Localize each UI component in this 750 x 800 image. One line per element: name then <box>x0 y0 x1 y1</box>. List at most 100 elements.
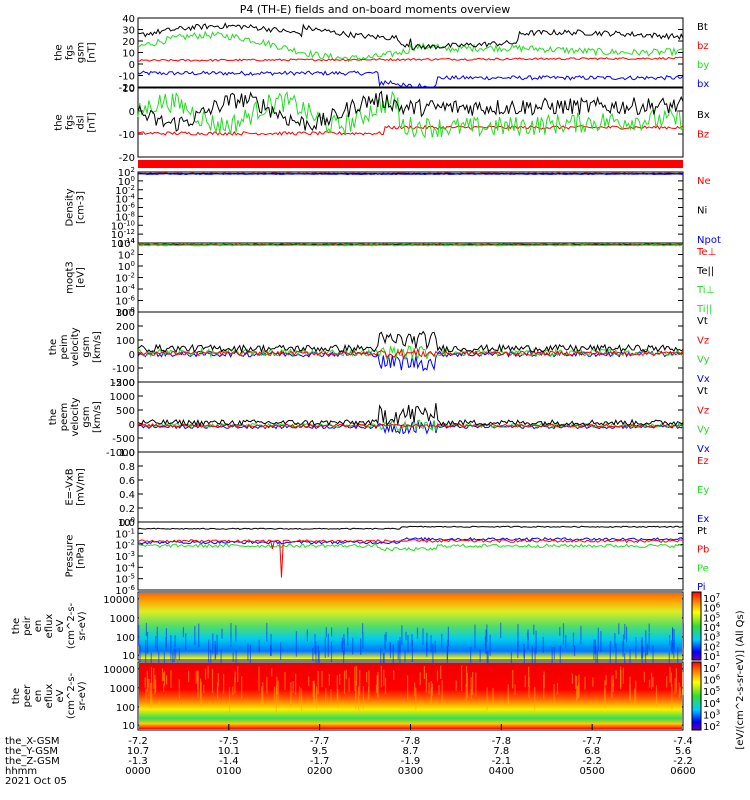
spectro-stripe <box>594 639 596 655</box>
spectro-stripe <box>280 642 282 661</box>
spectro-stripe <box>175 648 177 659</box>
y-axis-label-line: E=-VxB <box>65 468 76 505</box>
ion-energy-flux-spectrogram <box>139 593 682 659</box>
panel-frame <box>137 242 684 313</box>
spectro-stripe <box>426 632 428 652</box>
y-axis-label-line: the <box>11 688 22 704</box>
spectro-stripe <box>423 666 425 679</box>
spectro-stripe <box>670 640 672 651</box>
spectro-stripe <box>166 675 168 685</box>
spectro-stripe <box>431 683 433 696</box>
spectro-stripe <box>596 650 599 667</box>
legend-vx: Vx <box>697 444 710 455</box>
ephemeris-value: -2.2 <box>673 756 693 767</box>
spectro-stripe <box>235 625 237 642</box>
spectro-stripe <box>384 677 387 695</box>
y-tick-label: -100 <box>112 364 135 375</box>
spectro-stripe <box>155 636 157 649</box>
y-axis-label-line: the <box>11 618 22 634</box>
spectro-stripe <box>150 683 152 709</box>
series-vy <box>137 418 684 432</box>
spectro-stripe <box>156 626 158 652</box>
y-axis-label-line: fgs <box>65 115 76 130</box>
spectro-stripe <box>404 650 406 663</box>
y-tick-label: -200 <box>112 378 135 389</box>
spectro-stripe <box>622 634 624 646</box>
ephemeris-value: 10.1 <box>218 746 240 757</box>
spectro-stripe <box>354 666 356 691</box>
spectro-stripe <box>368 670 370 692</box>
spectro-stripe <box>485 629 487 654</box>
spectro-stripe <box>197 670 199 682</box>
spectro-stripe <box>352 637 354 655</box>
spectro-stripe <box>165 637 167 651</box>
y-tick-label: 10-6 <box>115 202 135 215</box>
colorbar-tick-label: 106 <box>703 602 721 615</box>
spectro-stripe <box>479 649 481 662</box>
spectro-stripe <box>234 676 236 694</box>
colorbar-tick-label: 104 <box>703 697 721 710</box>
y-axis-label-line: peer <box>22 684 33 708</box>
ephemeris-value: 10.7 <box>127 746 149 757</box>
spectro-stripe <box>327 633 329 658</box>
y-tick-label: 20 <box>122 37 135 48</box>
y-axis-label-line: [km/s] <box>92 401 103 433</box>
spectro-stripe <box>635 637 637 659</box>
series-pt <box>137 525 684 530</box>
spectro-stripe <box>432 643 434 666</box>
y-tick-label: 100 <box>118 516 135 529</box>
y-tick-label: 30 <box>122 26 135 37</box>
spectro-stripe <box>419 672 421 686</box>
spectro-stripe <box>428 682 430 694</box>
colorbar-tick-label: 107 <box>703 592 720 605</box>
spectro-stripe <box>580 625 582 645</box>
legend-bt: Bt <box>697 22 708 33</box>
spectro-stripe <box>380 647 382 664</box>
spectro-stripe <box>527 632 529 650</box>
spectro-stripe <box>595 647 597 665</box>
legend-ey: Ey <box>697 485 709 496</box>
y-tick-label: 0 <box>129 107 135 118</box>
spectro-stripe <box>461 665 463 691</box>
y-axis-label-line: eflux <box>44 684 55 709</box>
legend-vt: Vt <box>697 316 708 327</box>
ephemeris-row-label: the_Y-GSM <box>5 746 58 757</box>
spectro-stripe <box>139 645 141 662</box>
y-axis-label: moqt3 [eV] <box>65 261 87 294</box>
spectro-stripe <box>562 623 565 645</box>
y-tick-label: 0.8 <box>119 462 135 473</box>
spectro-stripe <box>524 675 526 688</box>
spectro-stripe <box>629 676 631 701</box>
spectro-stripe <box>397 640 399 661</box>
panel-frame <box>137 87 684 158</box>
spectro-stripe <box>472 672 474 696</box>
spectro-stripe <box>360 638 362 655</box>
spectro-stripe <box>666 676 668 688</box>
y-axis-label: the fgs gsm [nT] <box>54 42 98 63</box>
y-tick-label: 10-2 <box>115 539 135 552</box>
spectro-stripe <box>163 683 165 692</box>
spectro-stripe <box>615 643 617 665</box>
y-tick-label: -1000 <box>106 448 135 459</box>
y-axis-label-line: peir <box>22 615 33 635</box>
spectro-stripe <box>182 627 184 638</box>
y-tick-label: -20 <box>119 83 135 94</box>
y-axis-label-line: velocity <box>70 327 81 366</box>
ephemeris-value: 0100 <box>216 766 241 777</box>
spectro-stripe <box>592 677 594 687</box>
ephemeris-value: -2.1 <box>492 756 512 767</box>
spectro-stripe <box>652 677 654 687</box>
spectro-stripe <box>330 689 332 701</box>
series-bz <box>137 56 684 62</box>
spectro-stripe <box>138 624 140 646</box>
legend-pb: Pb <box>697 545 709 556</box>
spectro-stripe <box>343 670 346 694</box>
y-tick-label: 10-6 <box>115 584 135 597</box>
spectro-stripe <box>486 651 488 670</box>
y-axis-label-line: [eV] <box>76 267 87 288</box>
colorbar-tick-label: 105 <box>703 685 720 698</box>
y-tick-label: 10-2 <box>115 272 135 285</box>
legend-bz: Bz <box>697 130 709 141</box>
y-axis-label-line: the <box>54 44 65 60</box>
spectro-stripe <box>512 669 514 689</box>
